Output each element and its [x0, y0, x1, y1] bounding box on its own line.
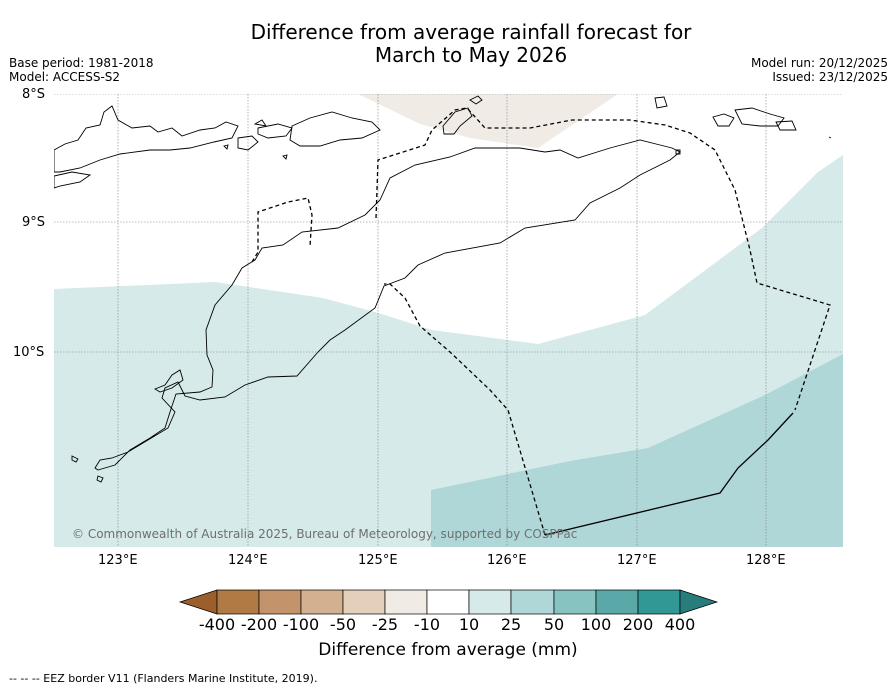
colorbar-tick: -100 [282, 615, 320, 634]
map-title-line1: Difference from average rainfall forecas… [250, 20, 692, 44]
colorbar-tick: -400 [198, 615, 236, 634]
colorbar-tick: -25 [371, 615, 399, 634]
lon-label-127e: 127°E [617, 553, 657, 568]
model-run: Model run: 20/12/2025 [750, 56, 888, 70]
coastlines [54, 95, 832, 483]
lat-label-9s: 9°S [22, 215, 46, 230]
map-title-line2: March to May 2026 [374, 43, 568, 67]
timor-coast [94, 139, 681, 471]
lon-label-126e: 126°E [487, 553, 527, 568]
region-minus10-25 [358, 94, 618, 148]
colorbar-tick: -50 [329, 615, 357, 634]
colorbar-tick: 10 [458, 615, 480, 634]
lon-label-128e: 128°E [746, 553, 786, 568]
copyright-notice: © Commonwealth of Australia 2025, Bureau… [72, 527, 578, 541]
gridlines [54, 94, 843, 547]
colorbar [178, 589, 719, 615]
lon-label-123e: 123°E [98, 553, 138, 568]
lon-label-125e: 125°E [358, 553, 398, 568]
colorbar-tick: -200 [240, 615, 278, 634]
lat-label-8s: 8°S [22, 87, 46, 102]
map-area [54, 94, 843, 547]
colorbar-tick: 50 [543, 615, 565, 634]
colorbar-high-arrow [679, 589, 719, 615]
eez-footnote: -- -- -- EEZ border V11 (Flanders Marine… [9, 672, 318, 685]
eez-border [251, 107, 831, 536]
maritime-boundary [544, 412, 794, 536]
issued-date: Issued: 23/12/2025 [772, 70, 888, 84]
base-period: Base period: 1981-2018 [9, 56, 154, 70]
lat-label-10s: 10°S [13, 345, 45, 360]
colorbar-label: Difference from average (mm) [318, 640, 578, 660]
lon-label-124e: 124°E [228, 553, 268, 568]
model-name: Model: ACCESS-S2 [9, 70, 121, 84]
colorbar-tick: 400 [664, 615, 696, 634]
colorbar-tick: 200 [622, 615, 654, 634]
colorbar-tick: 100 [580, 615, 612, 634]
colorbar-tick: 25 [500, 615, 522, 634]
colorbar-low-arrow [178, 589, 218, 615]
colorbar-tick: -10 [413, 615, 441, 634]
